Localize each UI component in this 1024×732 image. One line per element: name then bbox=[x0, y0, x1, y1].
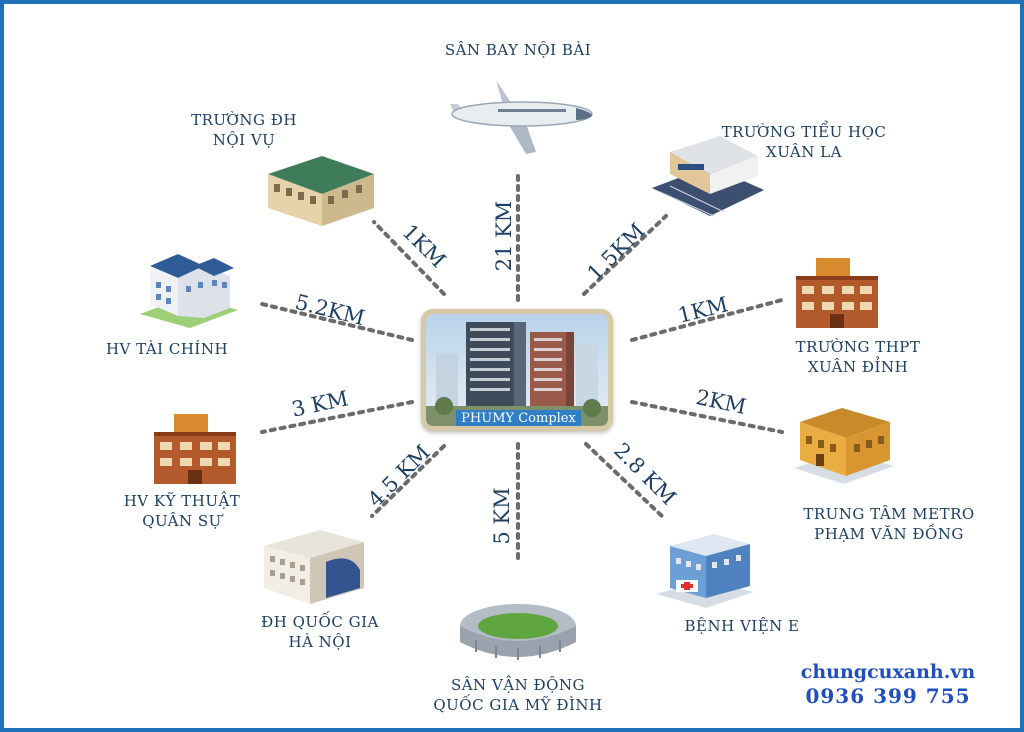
label-xuandinh: TRƯỜNG THPT XUÂN ĐỈNH bbox=[795, 338, 921, 376]
center-project-image: PHUMY Complex bbox=[421, 309, 613, 431]
distance-stadium: 5 KM bbox=[490, 487, 514, 545]
line-hospital bbox=[584, 442, 666, 520]
label-hospital: BỆNH VIỆN E bbox=[684, 617, 800, 635]
label-xuanla: TRƯỜNG TIỂU HỌC XUÂN LA bbox=[721, 123, 887, 161]
line-qghn bbox=[370, 444, 446, 518]
line-metro bbox=[630, 400, 784, 434]
label-stadium: SÂN VẬN ĐỘNG QUỐC GIA MỸ ĐÌNH bbox=[433, 676, 603, 714]
distance-airport: 21 KM bbox=[492, 200, 516, 272]
brand-phone: 0936 399 755 bbox=[805, 684, 971, 708]
highschool-building-icon bbox=[796, 258, 878, 328]
brand-website[interactable]: chungcuxanh.vn bbox=[800, 661, 976, 683]
line-taichinh bbox=[260, 302, 414, 342]
line-kythuat bbox=[260, 400, 414, 434]
brand-contact: chungcuxanh.vn 0936 399 755 bbox=[790, 660, 986, 708]
line-noivu bbox=[372, 220, 446, 296]
stadium-icon bbox=[460, 604, 576, 660]
label-kythuat: HV KỸ THUẬT QUÂN SỰ bbox=[123, 492, 241, 530]
mall-building-icon bbox=[794, 408, 894, 484]
label-taichinh: HV TÀI CHÍNH bbox=[105, 340, 229, 358]
hospital-icon bbox=[656, 534, 754, 608]
line-xuandinh bbox=[630, 298, 784, 342]
airplane-icon bbox=[450, 80, 593, 154]
military-academy-building-icon bbox=[154, 414, 236, 484]
label-qghn: ĐH QUỐC GIA HÀ NỘI bbox=[261, 613, 379, 651]
academy-building-icon bbox=[140, 254, 238, 328]
university-building-icon bbox=[268, 156, 374, 226]
label-metro: TRUNG TÂM METRO PHẠM VĂN ĐỒNG bbox=[803, 505, 975, 543]
connector-lines bbox=[260, 174, 784, 566]
school-building-icon bbox=[652, 136, 764, 217]
label-noivu: TRƯỜNG ĐH NỘI VỤ bbox=[191, 111, 297, 149]
line-xuanla bbox=[582, 214, 668, 296]
label-airport: SÂN BAY NỘI BÀI bbox=[444, 41, 592, 59]
national-university-building-icon bbox=[264, 530, 364, 604]
project-name-caption: PHUMY Complex bbox=[456, 410, 581, 426]
